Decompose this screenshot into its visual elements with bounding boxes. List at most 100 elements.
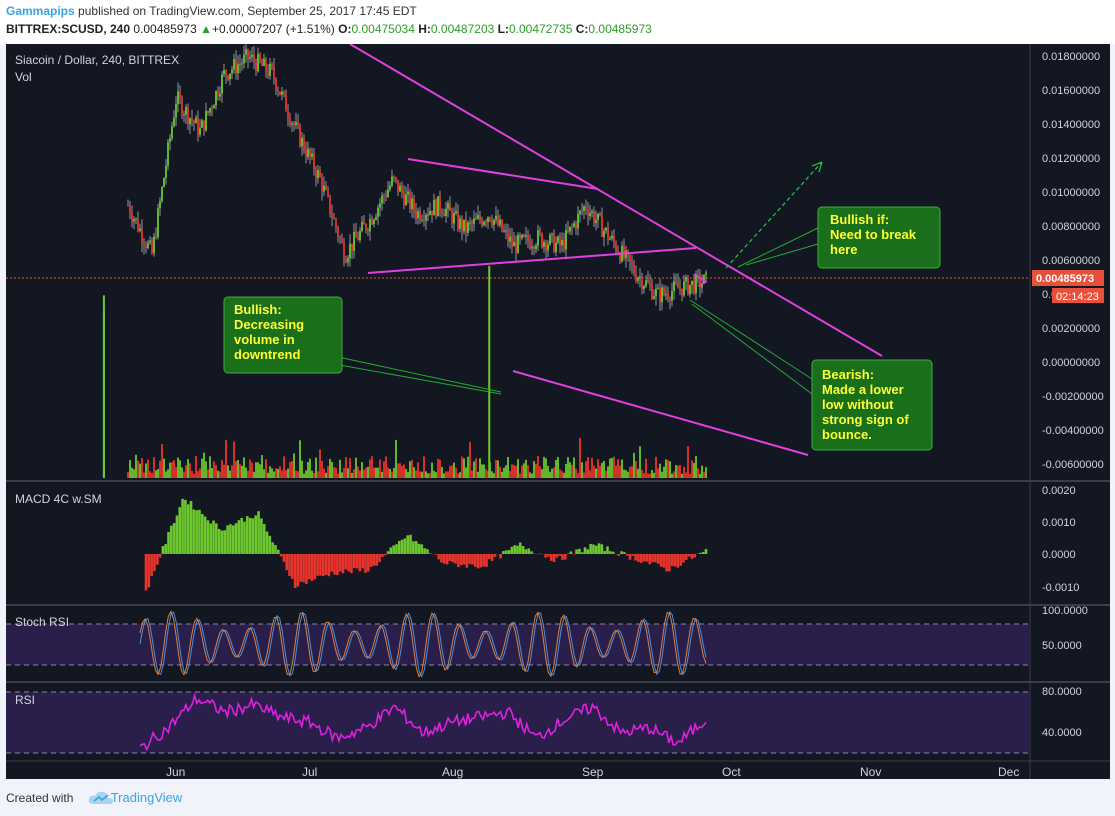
macd-bar bbox=[555, 553, 559, 558]
stoch-tick: 100.0000 bbox=[1042, 605, 1088, 617]
volume-bar bbox=[639, 446, 641, 478]
time-tick: Oct bbox=[722, 765, 741, 779]
candle-body bbox=[693, 280, 695, 294]
candle-body bbox=[405, 194, 407, 206]
volume-bar bbox=[625, 470, 627, 478]
candle-body bbox=[249, 57, 251, 59]
candle-body bbox=[651, 284, 653, 299]
volume-bar bbox=[199, 468, 201, 478]
candle-body bbox=[267, 71, 269, 76]
candle-body bbox=[259, 54, 261, 62]
candle-body bbox=[571, 226, 573, 228]
candle-body bbox=[357, 237, 359, 240]
candle-body bbox=[253, 54, 255, 63]
annotation-bearish[interactable]: Bearish: Made a lower low without strong… bbox=[811, 359, 933, 451]
candle-body bbox=[127, 205, 129, 207]
candle-body bbox=[395, 177, 397, 180]
macd-bar bbox=[189, 500, 193, 554]
candle-body bbox=[513, 241, 515, 247]
volume-bar bbox=[341, 472, 343, 478]
volume-bar bbox=[673, 471, 675, 478]
macd-bar bbox=[493, 553, 497, 557]
macd-bar bbox=[231, 525, 235, 554]
pointer-bullish-break-2 bbox=[745, 243, 819, 266]
volume-bar bbox=[189, 463, 191, 478]
low-value: 0.00472735 bbox=[508, 22, 573, 36]
candle-body bbox=[487, 217, 489, 223]
macd-bar bbox=[603, 551, 606, 554]
volume-bar bbox=[333, 467, 335, 478]
price-tick: 0.00600000 bbox=[1042, 255, 1100, 267]
volume-bar bbox=[411, 459, 413, 478]
tradingview-brand-link[interactable]: TradingView bbox=[110, 790, 183, 805]
candle-body bbox=[431, 210, 433, 216]
volume-bar bbox=[619, 465, 621, 478]
volume-bar bbox=[355, 457, 357, 478]
macd-bar bbox=[279, 553, 283, 557]
time-tick: Aug bbox=[442, 765, 463, 779]
annotation-bullish-volume[interactable]: Bullish: Decreasing volume in downtrend bbox=[223, 296, 343, 374]
candle-body bbox=[273, 66, 275, 79]
author-link[interactable]: Gammapips bbox=[6, 4, 75, 18]
volume-bar bbox=[667, 460, 669, 478]
macd-bar bbox=[220, 530, 224, 554]
candle-body bbox=[415, 210, 417, 219]
volume-bar bbox=[299, 440, 301, 478]
candle-body bbox=[611, 235, 613, 239]
candle-body bbox=[275, 78, 277, 91]
candle-body bbox=[449, 203, 451, 211]
candle-body bbox=[689, 284, 691, 295]
candle-body bbox=[353, 231, 355, 251]
volume-bar bbox=[357, 466, 359, 478]
volume-bar bbox=[185, 465, 187, 478]
countdown-badge bbox=[1052, 288, 1104, 303]
macd-bar bbox=[476, 553, 480, 569]
volume-bar bbox=[649, 473, 651, 478]
macd-bar bbox=[319, 553, 322, 576]
volume-bar bbox=[697, 468, 699, 478]
candle-body bbox=[385, 196, 387, 198]
candle-body bbox=[333, 218, 335, 220]
rsi-label: RSI bbox=[15, 693, 35, 707]
candle-body bbox=[381, 195, 383, 204]
macd-bar bbox=[471, 553, 474, 565]
publish-line: Gammapips published on TradingView.com, … bbox=[6, 4, 417, 18]
time-tick: Jul bbox=[302, 765, 317, 779]
macd-bar bbox=[276, 549, 280, 554]
volume-bar bbox=[255, 462, 257, 478]
macd-bar bbox=[442, 553, 446, 564]
volume-bar bbox=[549, 471, 551, 478]
candle-body bbox=[299, 125, 301, 147]
volume-bar bbox=[483, 464, 485, 478]
candle-body bbox=[699, 275, 701, 288]
volume-bar bbox=[609, 458, 611, 478]
candle-body bbox=[217, 91, 219, 97]
macd-bar bbox=[150, 553, 153, 577]
volume-bar bbox=[551, 468, 553, 478]
stoch-axis-ticks: 100.0000 50.0000 bbox=[1042, 605, 1088, 652]
volume-bar bbox=[379, 459, 381, 478]
volume-bar bbox=[529, 472, 531, 478]
chart-canvas[interactable]: Bullish if: Need to break here Bullish: … bbox=[6, 44, 1110, 779]
macd-bar bbox=[251, 518, 255, 554]
volume-bar bbox=[245, 467, 247, 478]
annotation-bullish-break[interactable]: Bullish if: Need to break here bbox=[817, 206, 941, 269]
volume-bar bbox=[339, 459, 341, 478]
symbol-label: BITTREX:SCUSD, 240 bbox=[6, 22, 131, 36]
candle-body bbox=[393, 176, 395, 178]
volume-bar bbox=[283, 456, 285, 478]
volume-bar bbox=[257, 462, 259, 478]
macd-bar bbox=[679, 553, 682, 566]
candle-body bbox=[227, 75, 229, 80]
candle-body bbox=[445, 208, 447, 217]
volume-bar bbox=[429, 472, 431, 478]
volume-bar bbox=[425, 471, 427, 478]
candle-body bbox=[233, 59, 235, 70]
volume-bar bbox=[591, 457, 593, 478]
volume-bar bbox=[337, 473, 339, 478]
volume-bar bbox=[583, 472, 585, 478]
macd-bar bbox=[606, 546, 609, 554]
candle-body bbox=[583, 206, 585, 212]
macd-bar bbox=[417, 543, 421, 554]
volume-bar bbox=[249, 459, 251, 478]
